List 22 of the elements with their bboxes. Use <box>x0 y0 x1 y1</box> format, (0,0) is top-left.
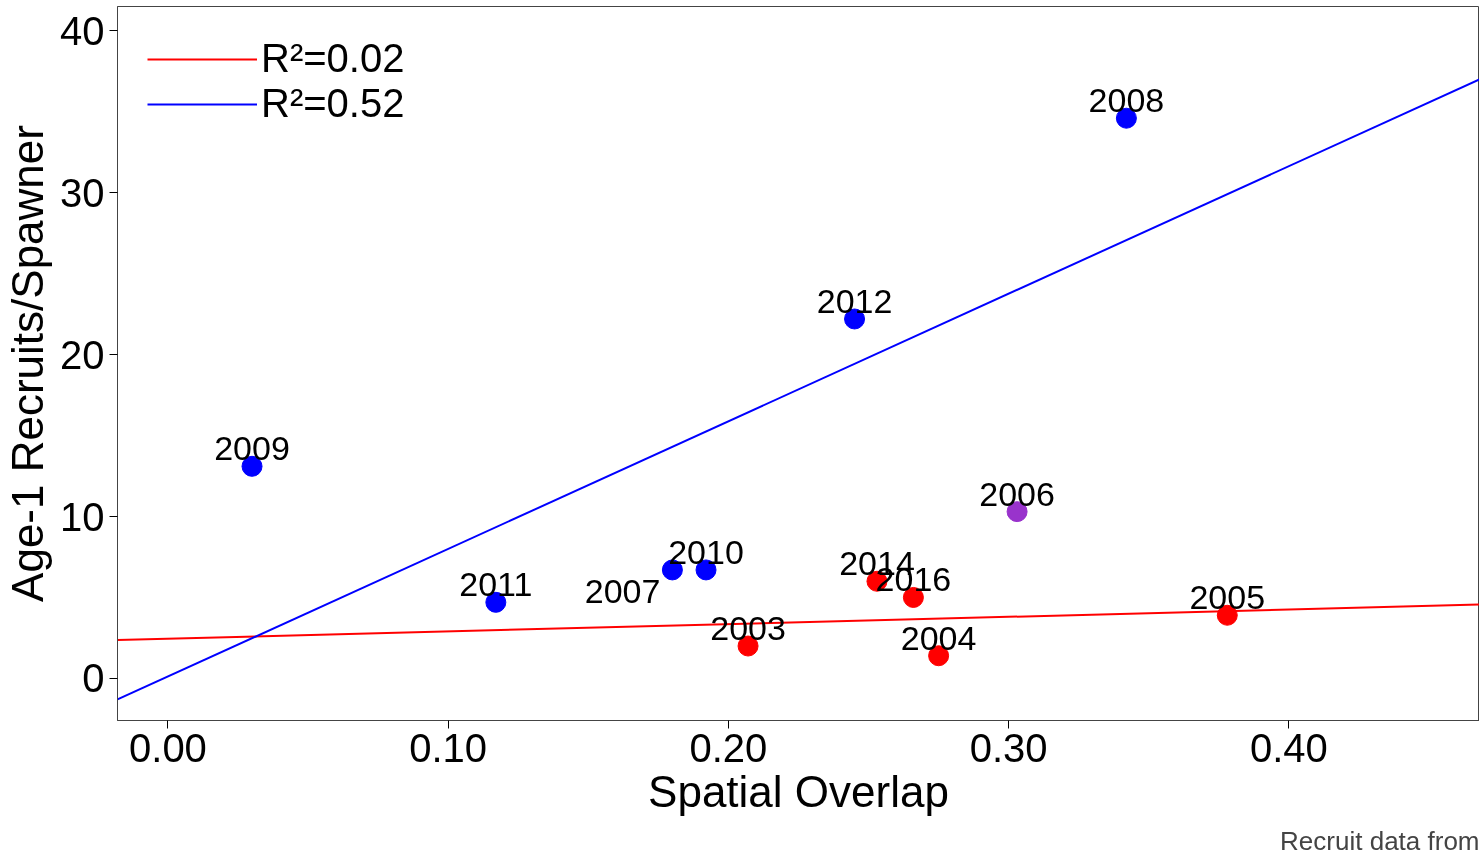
x-tick-label: 0.40 <box>1250 725 1328 770</box>
annotation: 2004 <box>900 618 977 657</box>
y-axis-title: Age-1 Recruits/Spawner <box>3 125 53 602</box>
x-tick-label: 0.10 <box>409 725 488 770</box>
annotation: 2005 <box>1189 578 1266 617</box>
y-tick-label: 0 <box>82 656 105 701</box>
annotation: 2009 <box>214 429 290 468</box>
annotation: 2010 <box>668 532 744 571</box>
legend-label: R²=0.52 <box>261 81 405 126</box>
annotation: 2011 <box>459 565 533 604</box>
y-tick-label: 10 <box>60 494 105 539</box>
y-tick-label: 40 <box>60 8 105 53</box>
y-tick-label: 30 <box>60 170 105 215</box>
y-tick-label: 20 <box>60 332 105 377</box>
legend-label: R²=0.02 <box>261 36 405 81</box>
annotation: 2008 <box>1088 81 1165 120</box>
x-tick-label: 0.00 <box>129 725 207 770</box>
annotation: 2007 <box>584 571 661 610</box>
x-tick-label: 0.30 <box>969 725 1048 770</box>
annotation: 2006 <box>979 474 1055 513</box>
annotation: 2012 <box>816 281 893 320</box>
text: Recruit data from <box>1280 825 1479 856</box>
